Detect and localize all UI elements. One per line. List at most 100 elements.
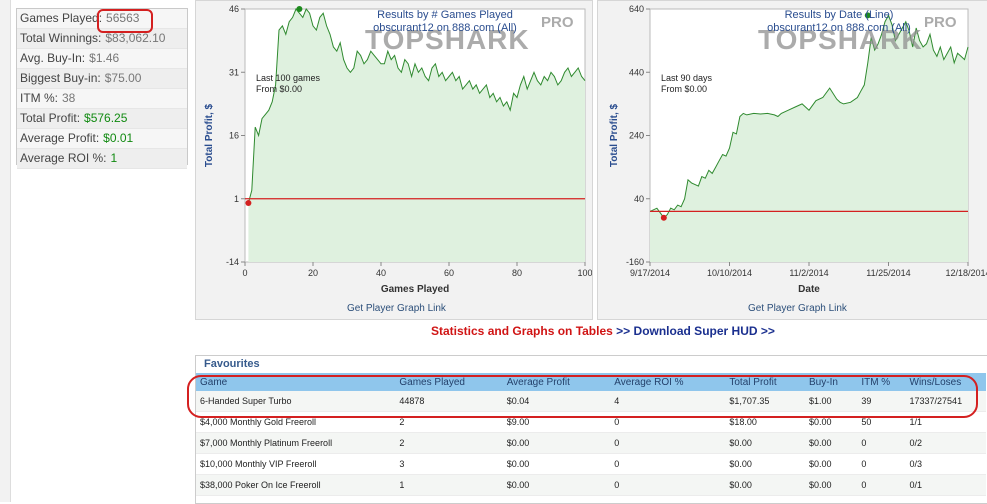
table-cell: $7,000 Monthly Platinum Freeroll [196, 432, 396, 454]
y-tick-label: 46 [229, 4, 239, 14]
pro-badge: PRO [541, 14, 574, 31]
get-player-graph-link-date[interactable]: Get Player Graph Link [748, 303, 847, 314]
table-cell: 4 [610, 391, 726, 412]
y-tick-label: 31 [229, 67, 239, 77]
stat-row: Average Profit: $0.01 [17, 129, 187, 149]
games-chart-panel: -14 1 16 31 46 0 20 40 60 80 100 TOPSHARK PRO Results… [195, 0, 593, 320]
favourites-header-row: Game Games Played Average Profit Average RO… [196, 373, 986, 391]
y-tick-label: 16 [229, 131, 239, 141]
stat-value: $1.46 [89, 51, 120, 65]
table-cell: $0.00 [502, 453, 611, 475]
y-tick-label: 1 [234, 194, 239, 204]
topshark-watermark: TOPSHARK [758, 24, 923, 55]
table-cell: $0.00 [805, 474, 858, 496]
table-cell: $1,707.35 [725, 391, 806, 412]
annotation-line: Last 90 days [661, 73, 713, 83]
min-marker [660, 214, 667, 221]
column-header[interactable]: Total Profit [725, 373, 806, 391]
table-cell: $0.00 [502, 474, 611, 496]
left-sidebar-edge [0, 0, 11, 502]
table-cell: 3 [395, 453, 503, 475]
max-marker [864, 12, 871, 19]
stat-value: $0.01 [103, 131, 134, 145]
column-header[interactable]: Games Played [395, 373, 503, 391]
column-header[interactable]: ITM % [857, 373, 906, 391]
x-tick-label: 12/18/2014 [945, 268, 987, 278]
chart-title: Results by # Games Played [377, 9, 513, 21]
table-cell: $10,000 Monthly VIP Freeroll [196, 453, 396, 475]
stat-label: Avg. Buy-In: [20, 51, 86, 65]
table-cell: $0.00 [725, 432, 806, 454]
table-cell: 0 [857, 432, 906, 454]
x-tick-label: 60 [444, 268, 454, 278]
stat-value: 1 [110, 151, 118, 165]
x-tick-label: 10/10/2014 [707, 268, 752, 278]
table-cell: 2 [395, 432, 503, 454]
stat-value: 56563 [106, 11, 140, 25]
x-tick-label: 100 [577, 268, 592, 278]
table-cell: $0.00 [805, 432, 858, 454]
y-tick-label: 240 [629, 131, 644, 141]
chart-subtitle: obscurant12 on 888.com (All) [767, 22, 911, 34]
table-cell: 0 [857, 453, 906, 475]
stat-row: Average ROI %: 1 [17, 149, 187, 169]
stat-value: $576.25 [84, 111, 128, 125]
x-axis-label: Date [798, 284, 820, 295]
table-cell: $0.00 [725, 474, 806, 496]
stat-label: Total Profit: [20, 111, 81, 125]
min-marker [245, 199, 252, 206]
stat-label: ITM %: [20, 91, 58, 105]
stat-row: Total Profit: $576.25 [17, 109, 187, 129]
games-played-chart: -14 1 16 31 46 0 20 40 60 80 100 TOPSHARK PRO Results… [204, 4, 592, 295]
annotation-line: From $0.00 [661, 84, 707, 94]
y-tick-label: -14 [226, 257, 239, 267]
table-cell: $0.00 [502, 432, 611, 454]
column-header[interactable]: Buy-In [805, 373, 858, 391]
table-cell: 0/1 [905, 474, 986, 496]
table-cell: 44878 [395, 391, 503, 412]
stat-row: Avg. Buy-In: $1.46 [17, 49, 187, 69]
x-tick-label: 20 [308, 268, 318, 278]
get-player-graph-link[interactable]: Get Player Graph Link [347, 303, 446, 314]
favourite-row[interactable]: $38,000 Poker On Ice Freeroll 1 $0.00 0 $0.0… [196, 474, 986, 496]
table-cell: 0 [610, 432, 726, 454]
favourites-title: Favourites [196, 356, 987, 373]
chart-title: Results by Date (Line) [785, 9, 894, 21]
annotation-line: Last 100 games [256, 73, 321, 83]
download-super-hud-link[interactable]: >> Download Super HUD >> [616, 324, 775, 338]
y-axis-label: Total Profit, $ [609, 103, 620, 167]
table-cell: $0.00 [805, 453, 858, 475]
favourite-row[interactable]: $7,000 Monthly Platinum Freeroll 2 $0.00 0 $… [196, 432, 986, 454]
column-header[interactable]: Average Profit [502, 373, 611, 391]
max-marker [296, 6, 303, 12]
series-line [247, 8, 586, 204]
column-header[interactable]: Game [196, 373, 396, 391]
series-area [650, 15, 968, 262]
x-tick-label: 11/25/2014 [866, 268, 910, 278]
x-tick-label: 11/2/2014 [789, 268, 828, 278]
y-tick-label: 440 [629, 67, 644, 77]
games-played-highlight [97, 9, 153, 33]
y-axis-label: Total Profit, $ [204, 103, 215, 167]
stat-value: 38 [62, 91, 76, 105]
stat-label: Average Profit: [20, 131, 100, 145]
y-tick-label: 640 [629, 4, 644, 14]
column-header[interactable]: Average ROI % [610, 373, 726, 391]
table-cell: $38,000 Poker On Ice Freeroll [196, 474, 396, 496]
x-tick-label: 80 [512, 268, 522, 278]
x-tick-label: 40 [376, 268, 386, 278]
stat-row: Total Winnings: $83,062.10 [17, 29, 187, 49]
table-cell: $0.04 [502, 391, 611, 412]
stat-label: Games Played: [20, 11, 103, 25]
x-axis-label: Games Played [381, 284, 449, 295]
series-line [649, 14, 969, 219]
promo-statistics-link[interactable]: Statistics and Graphs on Tables [431, 324, 613, 338]
stat-label: Average ROI %: [20, 151, 107, 165]
favourite-row[interactable]: $10,000 Monthly VIP Freeroll 3 $0.00 0 $0.00… [196, 453, 986, 475]
stat-row: ITM %: 38 [17, 89, 187, 109]
stat-label: Total Winnings: [20, 31, 102, 45]
stat-value: $83,062.10 [105, 31, 166, 45]
stat-label: Biggest Buy-in: [20, 71, 101, 85]
table-cell: $0.00 [725, 453, 806, 475]
promo-line: Statistics and Graphs on Tables >> Downl… [431, 324, 775, 338]
